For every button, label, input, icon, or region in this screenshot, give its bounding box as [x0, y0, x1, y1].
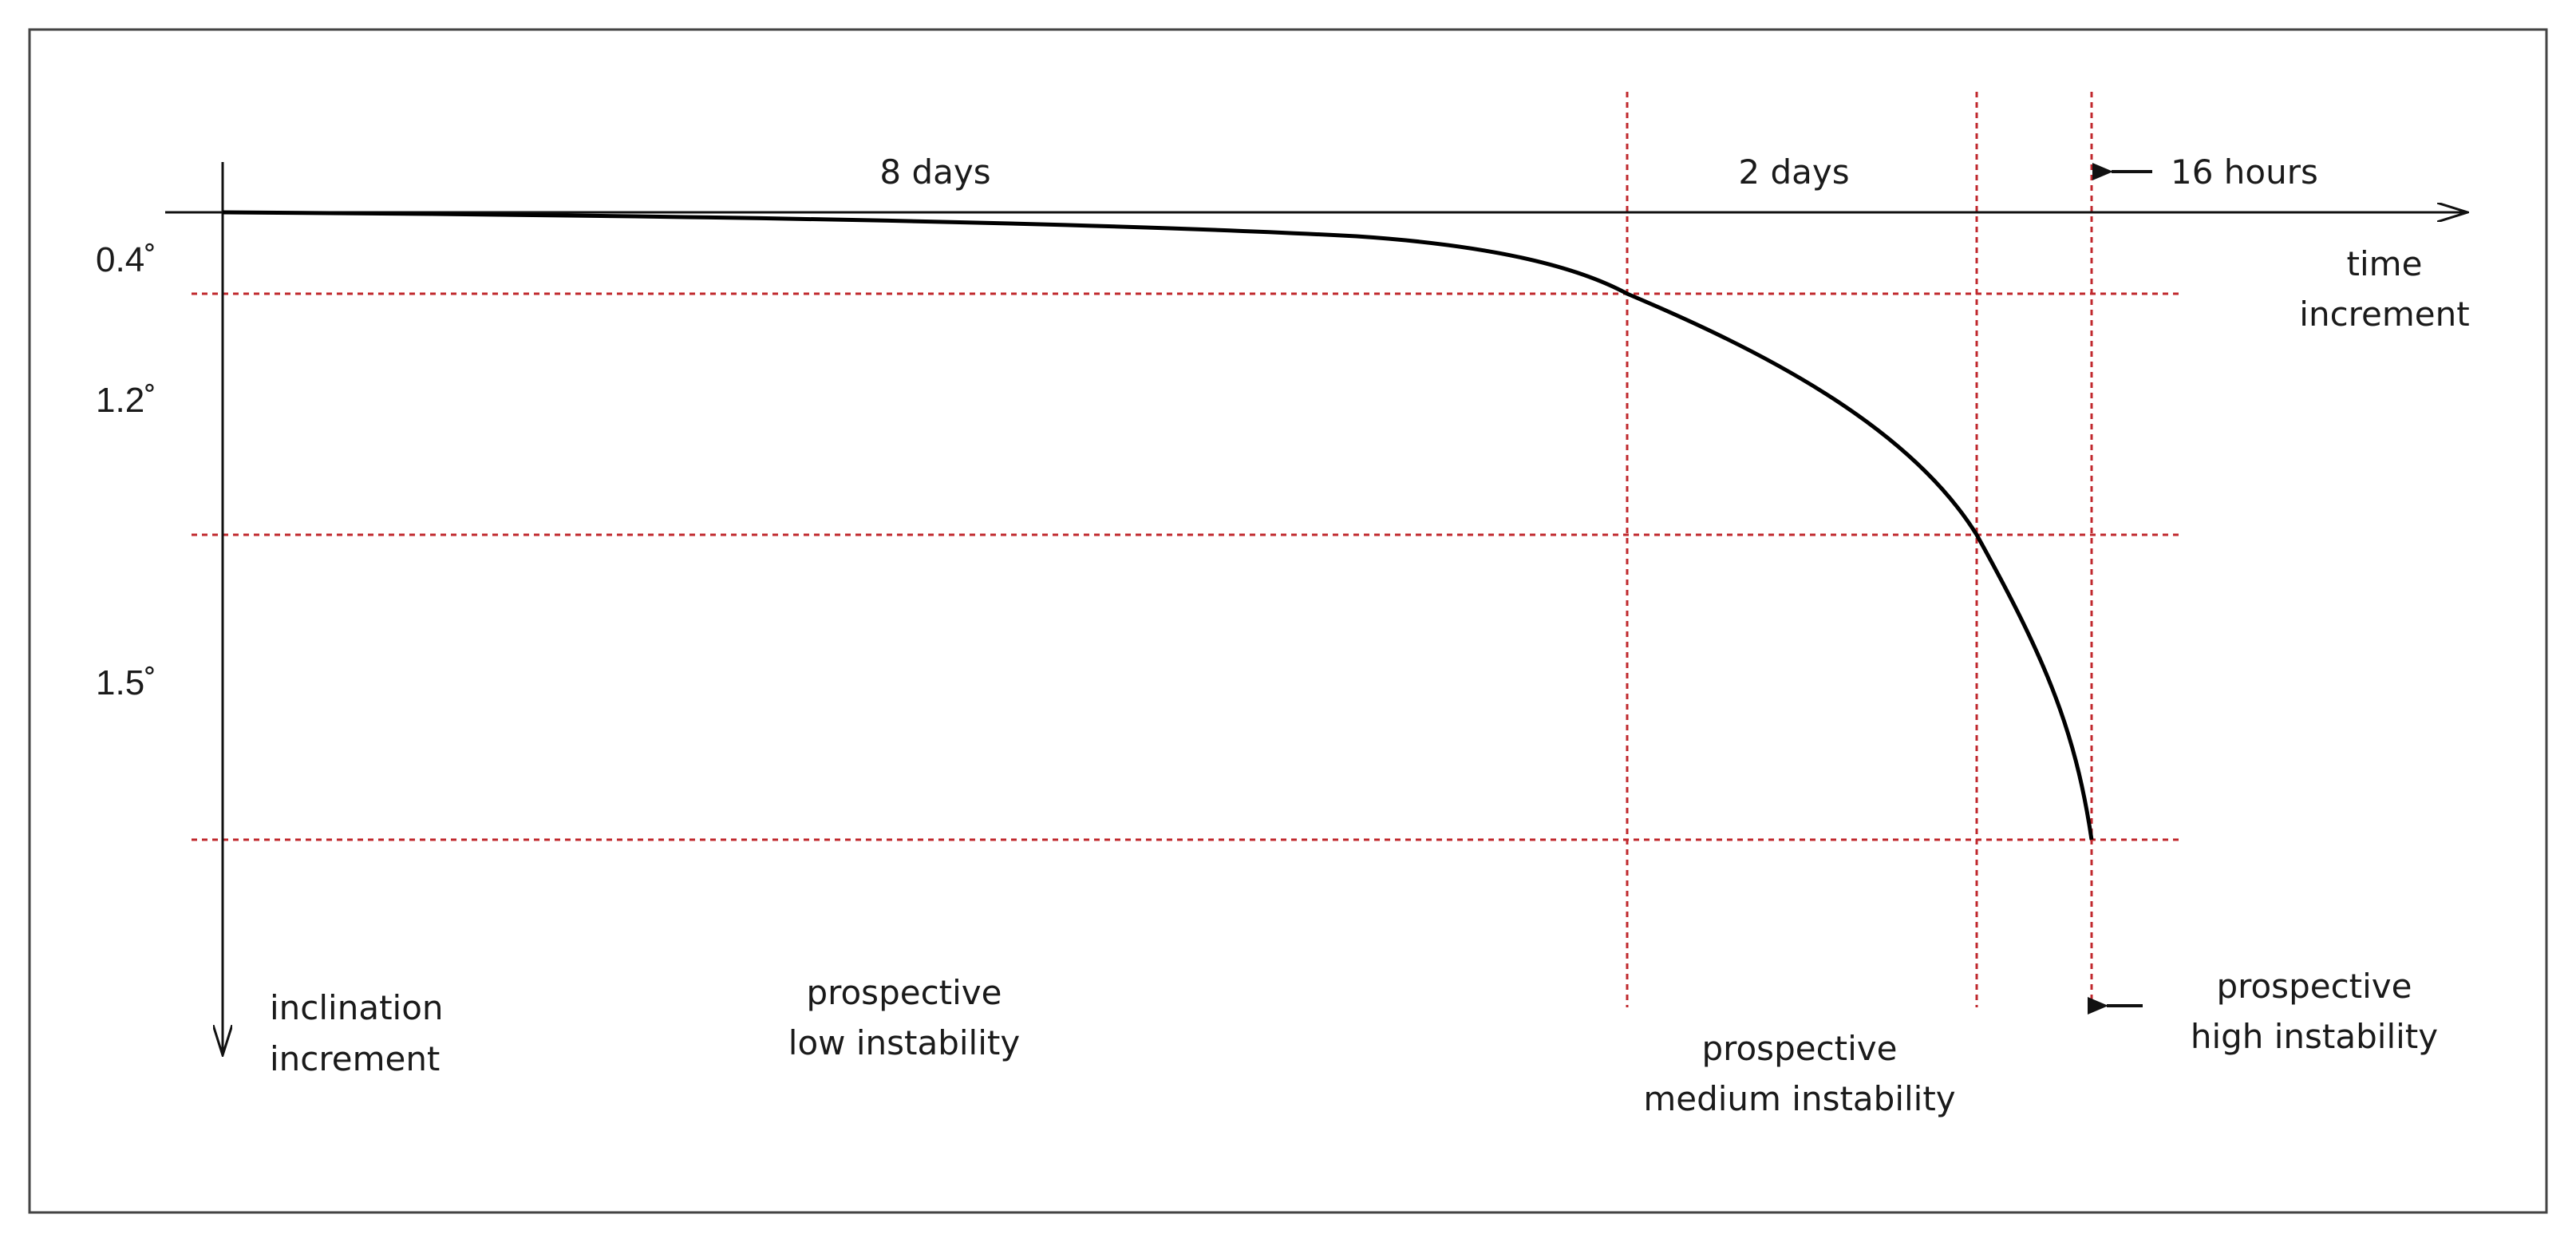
threshold-label-1-5: 1.5˚ — [96, 663, 156, 702]
zone-high-label-line-1: prospective — [2216, 967, 2412, 1006]
zone-low-label-line-1: prospective — [806, 973, 1002, 1012]
interval-label-16-hours: 16 hours — [2171, 152, 2318, 192]
threshold-label-0-4: 0.4˚ — [96, 240, 156, 279]
time-axis-label-line-2: increment — [2299, 295, 2469, 334]
zone-high-label-line-2: high instability — [2191, 1017, 2438, 1056]
inclination-curve — [222, 210, 2094, 841]
threshold-label-1-2: 1.2˚ — [96, 381, 156, 420]
inclination-axis-label-line-1: inclination — [270, 988, 444, 1027]
zone-medium-label-line-2: medium instability — [1643, 1079, 1955, 1118]
figure-frame — [28, 28, 2548, 1214]
time-axis-label-line-1: time — [2347, 244, 2423, 283]
interval-label-8-days: 8 days — [879, 152, 990, 192]
zone-medium-label-line-1: prospective — [1701, 1029, 1897, 1068]
zone-low-label-line-2: low instability — [788, 1023, 1020, 1062]
inclination-axis-label-line-2: increment — [270, 1039, 440, 1078]
interval-label-2-days: 2 days — [1738, 152, 1849, 192]
